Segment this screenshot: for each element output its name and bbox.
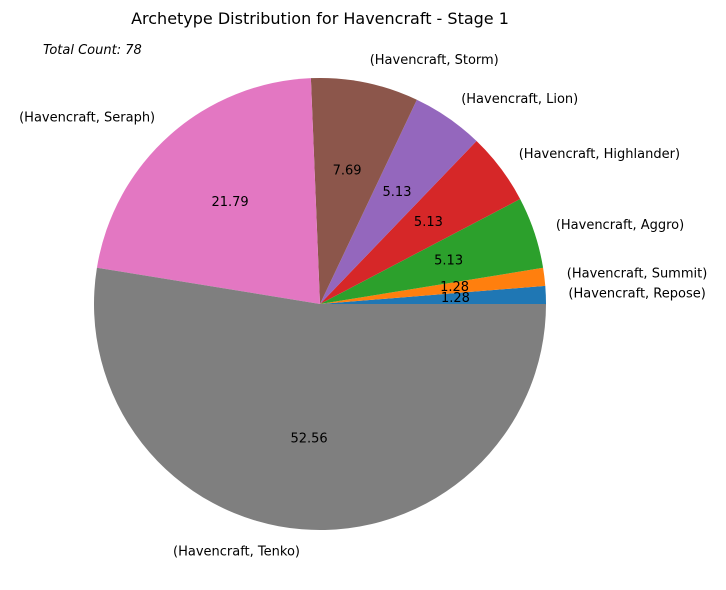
slice-value-havencraft-lion: 5.13 [383,185,412,200]
pie-slice-havencraft-highlander [320,141,521,304]
slice-label-havencraft-lion: (Havencraft, Lion) [461,92,578,107]
slice-value-havencraft-tenko: 52.56 [290,432,327,447]
slice-value-havencraft-repose: 1.28 [441,291,470,306]
pie-slices [93,78,546,531]
slice-value-havencraft-storm: 7.69 [333,164,362,179]
slice-label-havencraft-summit: (Havencraft, Summit) [567,267,708,282]
slice-label-havencraft-highlander: (Havencraft, Highlander) [519,147,680,162]
slice-value-havencraft-seraph: 21.79 [211,195,248,210]
slice-label-havencraft-storm: (Havencraft, Storm) [370,53,499,68]
slice-labels: (Havencraft, Repose) (Havencraft, Summit)… [19,53,707,559]
slice-label-havencraft-tenko: (Havencraft, Tenko) [173,544,300,559]
pie-slice-havencraft-summit [320,267,546,304]
pie-slice-havencraft-lion [320,99,477,304]
pie-slice-havencraft-tenko [93,267,546,531]
slice-value-havencraft-aggro: 5.13 [434,254,463,269]
total-count-annotation: Total Count: 78 [43,43,142,58]
slice-label-havencraft-aggro: (Havencraft, Aggro) [556,218,684,233]
chart-title: Archetype Distribution for Havencraft - … [131,9,509,28]
slice-label-havencraft-seraph: (Havencraft, Seraph) [19,110,155,125]
pie-slice-havencraft-seraph [96,78,321,304]
pie-slice-havencraft-storm [310,78,417,304]
pie-slice-havencraft-aggro [320,198,544,304]
slice-label-havencraft-repose: (Havencraft, Repose) [568,287,705,302]
slice-value-havencraft-highlander: 5.13 [414,215,443,230]
slice-value-havencraft-summit: 1.28 [440,280,469,295]
pie-slice-havencraft-repose [320,285,546,304]
